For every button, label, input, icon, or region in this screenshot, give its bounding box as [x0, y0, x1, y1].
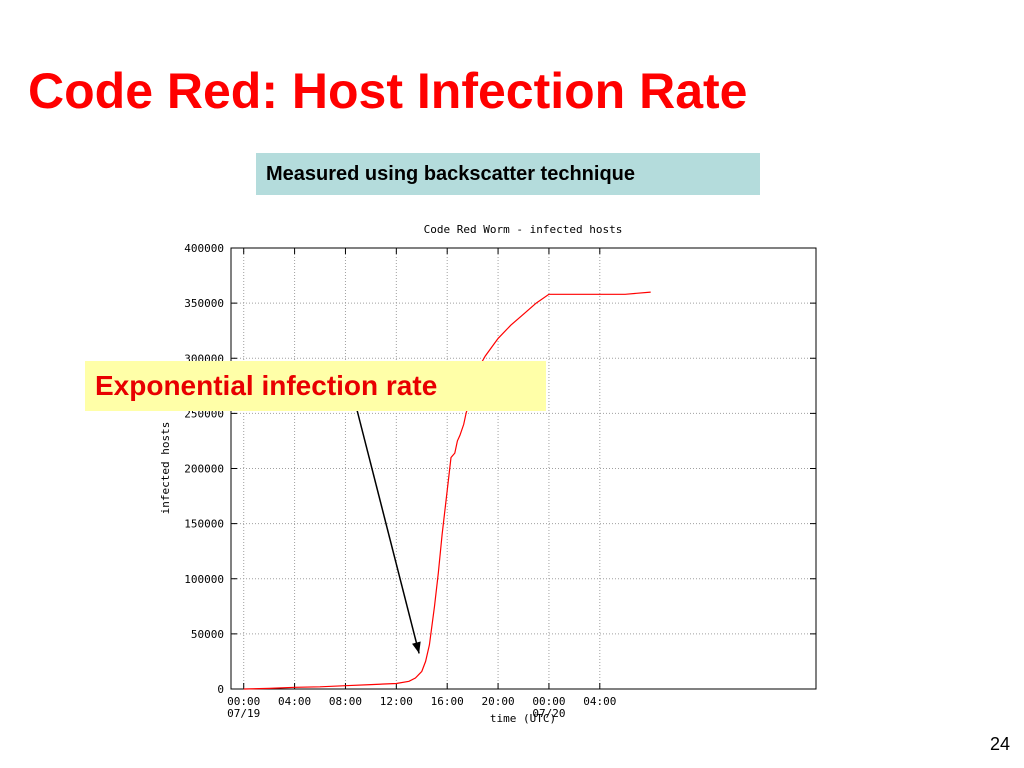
- x-tick-label: 00:00: [532, 695, 565, 708]
- x-axis-label: time (UTC): [490, 712, 556, 725]
- x-tick-label: 12:00: [380, 695, 413, 708]
- x-tick-label: 00:00: [227, 695, 260, 708]
- chart-title: Code Red Worm - infected hosts: [424, 223, 623, 236]
- y-tick-label: 150000: [184, 518, 224, 531]
- x-tick-date-label: 07/20: [532, 707, 565, 720]
- x-tick-label: 20:00: [482, 695, 515, 708]
- y-tick-label: 100000: [184, 573, 224, 586]
- x-tick-label: 08:00: [329, 695, 362, 708]
- callout-arrow-line: [356, 409, 420, 654]
- y-tick-label: 400000: [184, 242, 224, 255]
- method-note: Measured using backscatter technique: [256, 153, 760, 195]
- callout-arrow: [356, 409, 421, 654]
- y-tick-label: 200000: [184, 463, 224, 476]
- x-tick-label: 16:00: [431, 695, 464, 708]
- y-tick-label: 50000: [191, 628, 224, 641]
- x-tick-label: 04:00: [278, 695, 311, 708]
- y-tick-label: 350000: [184, 297, 224, 310]
- x-tick-date-label: 07/19: [227, 707, 260, 720]
- x-tick-label: 04:00: [583, 695, 616, 708]
- slide-title: Code Red: Host Infection Rate: [28, 63, 748, 119]
- y-axis-label: infected hosts: [159, 422, 172, 515]
- infected-hosts-series: [243, 291, 651, 690]
- callout-box: Exponential infection rate: [85, 361, 546, 411]
- callout-arrow-head: [412, 641, 421, 654]
- page-number: 24: [990, 734, 1011, 754]
- y-tick-label: 0: [217, 683, 224, 696]
